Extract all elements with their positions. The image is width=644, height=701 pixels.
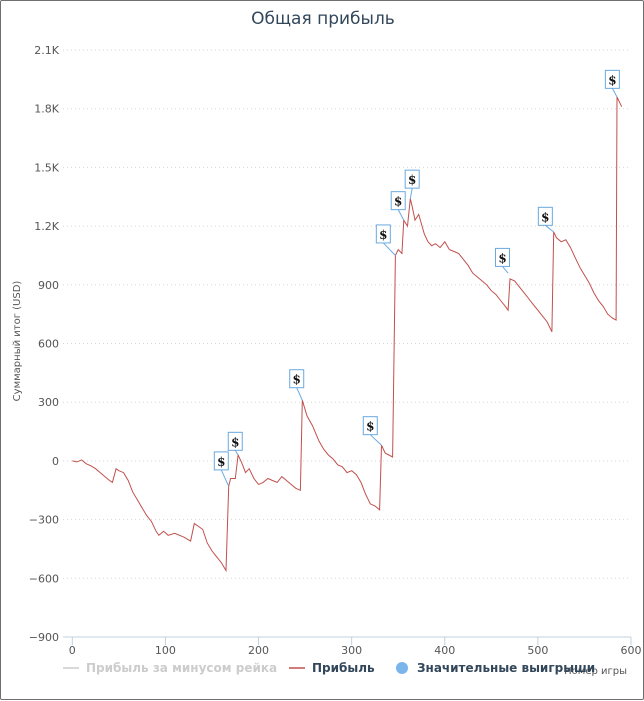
- flag-label: $: [379, 228, 387, 242]
- y-tick-label: 0: [52, 455, 59, 468]
- legend-label: Значительные выигрыши: [417, 661, 595, 675]
- big-win-flag[interactable]: $: [375, 224, 396, 256]
- flag-label: $: [498, 251, 506, 265]
- x-tick-label: 0: [69, 644, 76, 657]
- series-line-profit[interactable]: [72, 96, 623, 573]
- y-tick-label: −300: [29, 514, 59, 527]
- flag-label: $: [293, 373, 301, 387]
- big-win-flag[interactable]: $: [495, 247, 511, 274]
- flag-connector: [220, 469, 230, 487]
- x-tick-label: 100: [155, 644, 176, 657]
- flag-box: [495, 247, 511, 267]
- flag-label: $: [408, 173, 416, 187]
- flag-connector: [611, 88, 618, 98]
- legend-circle-icon: [396, 662, 408, 674]
- flag-label: $: [231, 435, 239, 449]
- big-win-flag[interactable]: $: [604, 69, 620, 98]
- big-win-flag[interactable]: $: [362, 416, 382, 446]
- flag-connector: [397, 209, 405, 221]
- big-win-flag[interactable]: $: [537, 206, 555, 233]
- flag-box: [604, 69, 620, 89]
- big-win-flag[interactable]: $: [227, 431, 243, 456]
- y-tick-label: 1.8K: [34, 103, 59, 116]
- x-tick-label: 500: [527, 644, 548, 657]
- big-win-flag[interactable]: $: [289, 369, 305, 401]
- x-axis-ticks: 0 100 200 300 400 500 600: [69, 637, 642, 657]
- y-tick-label: 1.2K: [34, 220, 59, 233]
- grid-lines: [63, 49, 631, 579]
- y-tick-label: 2.1K: [34, 44, 59, 57]
- legend-label: Прибыль: [312, 661, 375, 675]
- x-tick-label: 600: [621, 644, 642, 657]
- y-tick-label: −900: [29, 631, 59, 644]
- flag-connector: [234, 450, 239, 456]
- flag-label: $: [217, 455, 225, 469]
- flag-box: [227, 431, 243, 451]
- flag-connector: [409, 188, 413, 199]
- big-win-flag[interactable]: $: [404, 169, 420, 199]
- y-tick-label: 300: [38, 396, 59, 409]
- x-tick-label: 300: [341, 644, 362, 657]
- chart-title: Общая прибыль: [251, 9, 395, 29]
- flag-box: [537, 206, 553, 226]
- legend-item[interactable]: Прибыль за минусом рейка: [63, 661, 277, 675]
- flag-label: $: [541, 210, 549, 224]
- y-axis-label: Суммарный итог (USD): [12, 281, 23, 402]
- flag-label: $: [608, 73, 616, 87]
- flag-box: [289, 369, 305, 389]
- big-win-flag[interactable]: $: [390, 191, 406, 221]
- flag-box: [213, 451, 229, 471]
- x-tick-label: 200: [248, 644, 269, 657]
- flag-label: $: [366, 420, 374, 434]
- big-win-flag[interactable]: $: [213, 451, 230, 487]
- x-tick-label: 400: [434, 644, 455, 657]
- y-tick-label: 900: [38, 279, 59, 292]
- legend: Прибыль за минусом рейка Прибыль Значитель…: [63, 661, 595, 675]
- y-tick-label: 600: [38, 338, 59, 351]
- x-axis-label: Номер игры: [564, 666, 627, 677]
- flag-box: [362, 416, 378, 436]
- flag-connector: [369, 434, 382, 446]
- big-win-flags: $ $ $ $ $ $ $ $ $ $: [213, 69, 620, 487]
- flag-label: $: [394, 195, 402, 209]
- legend-label: Прибыль за минусом рейка: [86, 661, 277, 675]
- y-axis-ticks: −900 −600 −300 0 300 600 900 1.2K 1.5K 1.8K 2.1K: [29, 44, 60, 644]
- flag-box: [390, 191, 406, 211]
- y-tick-label: 1.5K: [34, 161, 59, 174]
- y-tick-label: −600: [29, 572, 59, 585]
- flag-connector: [296, 387, 303, 401]
- legend-item[interactable]: Прибыль: [289, 661, 375, 675]
- legend-item[interactable]: Значительные выигрыши: [396, 661, 595, 675]
- flag-box: [375, 224, 391, 244]
- flag-connector: [382, 242, 396, 256]
- flag-connector: [545, 224, 555, 233]
- flag-connector: [502, 266, 509, 274]
- flag-box: [404, 169, 420, 189]
